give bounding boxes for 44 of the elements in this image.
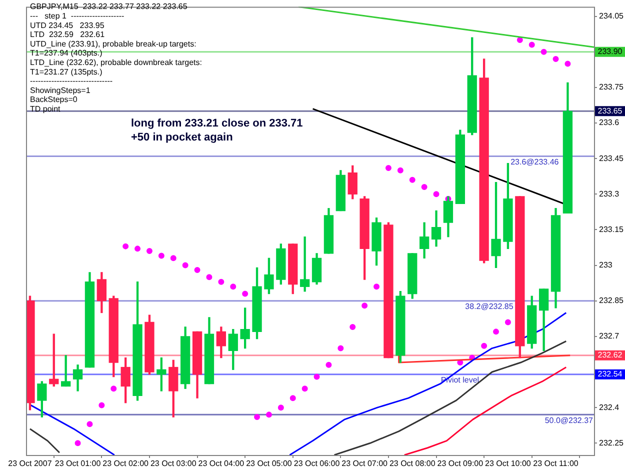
- x-tick-label: 23 Oct 10:00: [485, 459, 532, 468]
- x-tick-label: 23 Oct 02:00: [102, 459, 150, 468]
- x-tick-label: 23 Oct 2007: [8, 459, 52, 468]
- annotation: UTD_Line (233.91), probable break-up targets:: [30, 39, 196, 48]
- x-tick-label: 23 Oct 09:00: [437, 459, 484, 468]
- annotation: 23.6@233.46: [510, 157, 560, 166]
- annotation: LTD_Line (232.62), probable downbreak targets:: [30, 58, 202, 68]
- x-tick-label: 23 Oct 05:00: [246, 459, 292, 468]
- ref-line-label: 233.65: [598, 106, 623, 116]
- y-tick-label: 232.4: [599, 402, 620, 412]
- y-tick-label: 234.05: [599, 11, 624, 20]
- annotation: BackSteps=0: [30, 95, 78, 104]
- y-tick-label: 233.6: [599, 118, 620, 128]
- y-tick-label: 233.15: [599, 224, 624, 234]
- x-tick-label: 23 Oct 03:00: [150, 459, 197, 468]
- annotation: 38.2@232.85: [465, 302, 514, 312]
- y-tick-label: 233: [599, 260, 613, 270]
- x-tick-label: 23 Oct 11:00: [533, 459, 579, 468]
- y-tick-label: 232.7: [599, 332, 620, 341]
- annotation: -------------------------------: [30, 76, 113, 86]
- annotation: UTD 234.45 233.95: [30, 20, 105, 30]
- ref-line-label: 232.62: [598, 350, 623, 360]
- chart-title: GBPJPY,M15 233.22 233.77 233.22 233.65: [30, 2, 188, 12]
- annotation: 50.0@232.37: [544, 416, 594, 425]
- annotation: long from 233.21 close on 233.71: [131, 118, 303, 130]
- x-tick-label: 23 Oct 06:00: [294, 459, 340, 468]
- annotation: ShowingSteps=1: [30, 86, 91, 95]
- x-tick-label: 23 Oct 01:00: [54, 459, 102, 468]
- annotation: +50 in pocket again: [131, 132, 234, 144]
- x-tick-label: 23 Oct 07:00: [342, 459, 388, 468]
- y-tick-label: 232.85: [599, 296, 624, 306]
- ref-line-label: 232.54: [598, 370, 623, 379]
- y-tick-label: 232.25: [599, 438, 624, 448]
- y-tick-label: 233.3: [599, 189, 620, 198]
- annotation: TD point: [30, 104, 62, 114]
- annotation: --- step 1 --------------------: [30, 12, 125, 21]
- annotation: T1=231.27 (135pts.): [30, 67, 103, 76]
- x-tick-label: 23 Oct 08:00: [389, 459, 436, 468]
- x-tick-label: 23 Oct 04:00: [198, 459, 245, 468]
- y-tick-label: 233.45: [599, 154, 624, 163]
- ref-line-label: 233.90: [598, 47, 623, 56]
- y-tick-label: 233.75: [599, 82, 624, 92]
- annotation: T1=237.94 (403pts.): [30, 48, 103, 58]
- annotation: LTD 232.59 232.61: [30, 30, 106, 40]
